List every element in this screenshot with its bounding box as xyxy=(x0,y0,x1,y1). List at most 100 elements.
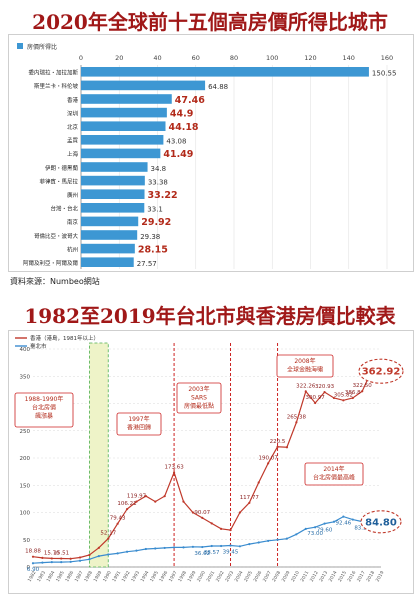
data-label-taipei: 79.60 xyxy=(317,528,333,534)
data-label-hongkong: 322.50 xyxy=(353,383,373,389)
x-tick-label: 2011 xyxy=(299,570,310,583)
point-taipei xyxy=(172,546,176,549)
data-label-taipei: 73.00 xyxy=(307,531,323,537)
y-tick-label: 50 xyxy=(23,538,30,544)
chart-title-comparison: 1982至2019年台北市與香港房價比較表 xyxy=(24,304,396,328)
x-tick-label: 2003 xyxy=(224,570,235,583)
point-hongkong xyxy=(50,557,53,560)
x-tick-label: 1997 xyxy=(168,570,179,583)
x-tick-label: 1995 xyxy=(149,570,160,583)
legend-tp-label: 臺北市 xyxy=(30,342,47,350)
line-chart-svg: 0501001502002503003504001982198319841985… xyxy=(14,334,404,583)
data-label-taipei: 38.57 xyxy=(204,550,220,556)
category-label: 南京 xyxy=(67,218,79,226)
x-tick-label: 2019 xyxy=(375,570,386,583)
point-hongkong xyxy=(60,557,63,560)
event-annotation-text: 房價最低點 xyxy=(184,402,214,410)
value-label: 33.22 xyxy=(148,190,178,201)
point-taipei xyxy=(238,545,242,548)
x-tick-label: 2007 xyxy=(262,570,273,583)
x-tick-label: 2006 xyxy=(252,570,263,583)
category-label: 斯里兰卡・科伦坡 xyxy=(34,82,79,90)
bar xyxy=(81,203,145,213)
point-taipei xyxy=(107,553,110,556)
point-taipei xyxy=(163,546,166,550)
bar xyxy=(81,121,166,131)
data-label-hongkong: 386.8 xyxy=(345,390,361,396)
point-taipei xyxy=(154,547,157,550)
category-label: 深圳 xyxy=(67,109,79,117)
x-tick-label: 1991 xyxy=(111,570,122,583)
event-annotation-text: 2008年 xyxy=(294,357,315,365)
value-label: 47.46 xyxy=(175,95,205,106)
bar-chart-svg: 房價所得比 0 20 40 60 80 100 120 140 160 委内瑞拉・加拉加斯 150.5… xyxy=(17,43,396,269)
x-tick-label: 160 xyxy=(381,54,393,62)
event-annotation-text: 2014年 xyxy=(323,465,344,473)
event-annotation-text: 飆漲暴 xyxy=(35,412,53,420)
bar xyxy=(81,67,369,77)
x-tick-label: 1987 xyxy=(74,570,85,583)
x-tick-label: 120 xyxy=(304,54,316,62)
point-hongkong xyxy=(41,556,44,560)
chart-title-cities: 2020年全球前十五個高房價所得比城市 xyxy=(32,10,388,34)
category-label: 伊朗・德黑蘭 xyxy=(45,164,79,172)
category-label: 哥倫比亞・波哥大 xyxy=(34,232,79,240)
event-annotation-text: SARS xyxy=(191,395,207,402)
point-hongkong xyxy=(267,462,270,465)
final-hk-value: 362.92 xyxy=(362,367,401,378)
y-tick-label: 100 xyxy=(20,511,31,517)
point-hongkong xyxy=(257,481,260,484)
point-hongkong xyxy=(88,553,91,557)
event-annotation-text: 全球金融海嘯 xyxy=(287,366,323,374)
point-hongkong xyxy=(323,390,326,394)
point-hongkong xyxy=(31,555,35,558)
point-taipei xyxy=(41,561,44,564)
x-tick-label: 1984 xyxy=(45,570,56,583)
point-hongkong xyxy=(276,445,279,448)
point-hongkong xyxy=(285,446,289,449)
value-label: 29.38 xyxy=(140,233,160,241)
x-tick-label: 1990 xyxy=(102,570,113,583)
final-tp-value: 84.80 xyxy=(365,517,397,528)
point-taipei xyxy=(182,546,185,549)
legend-swatch xyxy=(17,43,23,49)
x-tick-label: 2004 xyxy=(234,570,245,583)
point-hongkong xyxy=(220,527,223,530)
point-hongkong xyxy=(163,495,166,498)
source-note: 資料來源：Numbeo網站 xyxy=(10,277,100,286)
value-label: 29.92 xyxy=(141,217,171,228)
event-annotation-box xyxy=(304,462,364,486)
point-taipei xyxy=(116,552,119,555)
event-annotation-text: 1997年 xyxy=(128,415,149,423)
event-annotation-text: 台北房價 xyxy=(32,404,56,412)
data-label-hongkong: 79.43 xyxy=(110,516,126,522)
x-tick-label: 1998 xyxy=(177,570,188,583)
x-tick-label: 2000 xyxy=(196,570,207,583)
x-tick-label: 1992 xyxy=(121,570,132,583)
series-line-hongkong xyxy=(32,368,382,560)
event-annotation-text: 1988-1990年 xyxy=(25,395,64,403)
bar xyxy=(81,94,172,104)
event-annotation-box xyxy=(116,412,162,436)
data-label-hongkong: 305.82 xyxy=(334,392,353,398)
point-hongkong xyxy=(116,522,119,525)
x-tick-label: 1986 xyxy=(64,570,75,583)
point-hongkong xyxy=(332,396,336,400)
data-label-taipei: 83.37 xyxy=(354,526,370,532)
x-tick-label: 2017 xyxy=(356,570,367,583)
data-label-taipei: 92.46 xyxy=(336,521,352,527)
point-taipei xyxy=(351,518,354,521)
point-hongkong xyxy=(107,537,110,540)
category-label: 上海 xyxy=(67,150,79,158)
point-hongkong xyxy=(314,401,317,405)
value-label: 41.49 xyxy=(163,149,193,160)
value-label: 27.57 xyxy=(137,260,157,268)
point-taipei xyxy=(276,538,279,541)
point-taipei xyxy=(342,515,345,518)
y-tick-label: 150 xyxy=(20,483,31,489)
x-tick-label: 2008 xyxy=(271,570,282,583)
bar-chart-panel: 房價所得比 0 20 40 60 80 100 120 140 160 委内瑞拉・加拉加斯 150.5… xyxy=(8,34,414,272)
point-taipei xyxy=(295,533,298,536)
point-hongkong xyxy=(191,511,194,514)
x-tick-label: 2001 xyxy=(205,570,216,583)
